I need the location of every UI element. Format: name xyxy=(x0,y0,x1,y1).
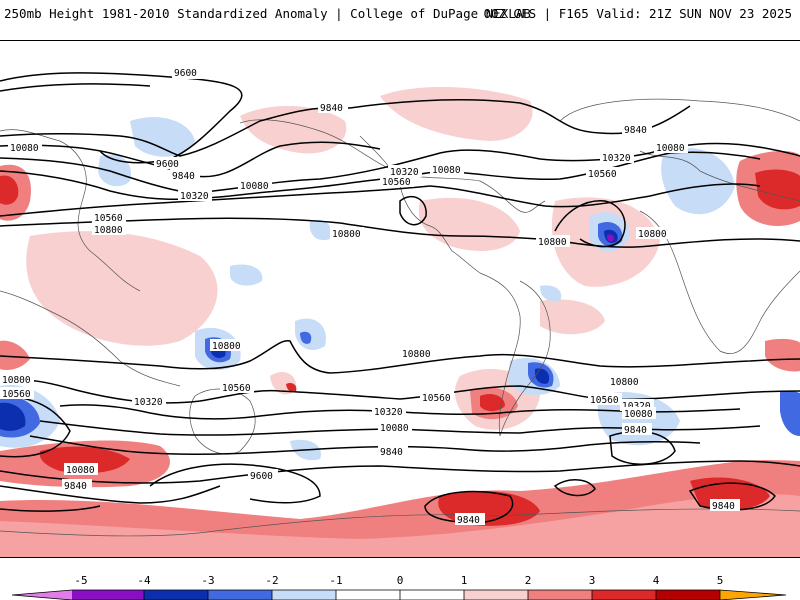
contour-label: 10800 xyxy=(538,237,567,248)
colorbar-segment-m3 xyxy=(144,590,208,600)
contour-label: 9840 xyxy=(457,515,480,526)
colorbar-segment-p5 xyxy=(720,590,786,600)
contour-label: 10320 xyxy=(602,153,631,164)
contour-label: 9840 xyxy=(172,171,195,182)
contour-label: 9840 xyxy=(380,447,403,458)
contour-label: 9840 xyxy=(624,425,647,436)
contour-label: 9600 xyxy=(156,159,179,170)
map-title: 250mb Height 1981-2010 Standardized Anom… xyxy=(4,6,531,21)
contour-label: 10560 xyxy=(94,213,123,224)
colorbar-tick-label: 3 xyxy=(589,574,596,587)
contour-label: 9600 xyxy=(250,471,273,482)
colorbar-segment-m5 xyxy=(12,590,72,600)
contour-label: 10560 xyxy=(422,393,451,404)
contour-label: 10560 xyxy=(382,177,411,188)
contour-label: 10320 xyxy=(180,191,209,202)
anomaly-colorbar: -5 -4 -3 -2 -1 0 1 2 3 4 5 xyxy=(11,574,787,600)
colorbar-tick-label: -3 xyxy=(201,574,214,587)
contour-label: 10800 xyxy=(638,229,667,240)
colorbar-segment-m2 xyxy=(208,590,272,600)
colorbar-ticks xyxy=(11,589,787,600)
contour-label: 10080 xyxy=(656,143,685,154)
colorbar-tick-label: -2 xyxy=(265,574,278,587)
contour-label: 10560 xyxy=(2,389,31,400)
colorbar-tick-label: 4 xyxy=(653,574,660,587)
contour-label: 10800 xyxy=(2,375,31,386)
colorbar-tick-label: -5 xyxy=(74,574,87,587)
colorbar-segment-m4 xyxy=(72,590,144,600)
colorbar-tick-label: 2 xyxy=(525,574,532,587)
contour-label: 9840 xyxy=(320,103,343,114)
contour-label: 10800 xyxy=(610,377,639,388)
contour-label: 10080 xyxy=(432,165,461,176)
contour-label: 10080 xyxy=(66,465,95,476)
contour-label: 10080 xyxy=(10,143,39,154)
contour-label: 10080 xyxy=(240,181,269,192)
contour-label: 10320 xyxy=(374,407,403,418)
contour-label: 10320 xyxy=(622,401,651,412)
map-canvas: 9600 9840 9840 10080 10080 9600 9840 100… xyxy=(0,67,800,557)
negative-anomaly-shading xyxy=(0,117,800,461)
contour-label: 10080 xyxy=(624,409,653,420)
colorbar-tick-label: -1 xyxy=(329,574,342,587)
model-run-label: 00Z GFS | F165 Valid: 21Z SUN NOV 23 202… xyxy=(483,6,792,21)
contour-label: 9840 xyxy=(64,481,87,492)
colorbar-segment-p4 xyxy=(656,590,720,600)
contour-labels: 9600 9840 9840 10080 10080 9600 9840 100… xyxy=(0,67,740,526)
contour-label: 10800 xyxy=(332,229,361,240)
contour-label: 10080 xyxy=(380,423,409,434)
contour-label: 10320 xyxy=(134,397,163,408)
contour-label: 9600 xyxy=(174,68,197,79)
contour-label: 10560 xyxy=(590,395,619,406)
contour-label: 10560 xyxy=(222,383,251,394)
colorbar-tick-label: -4 xyxy=(137,574,151,587)
colorbar-segment-p3 xyxy=(592,590,656,600)
colorbar-tick-label: 5 xyxy=(717,574,724,587)
colorbar-tick-label: 1 xyxy=(461,574,468,587)
anomaly-map: 9600 9840 9840 10080 10080 9600 9840 100… xyxy=(0,40,800,558)
colorbar-segment-p2 xyxy=(528,590,592,600)
colorbar-tick-label: 0 xyxy=(397,574,404,587)
contour-label: 10800 xyxy=(94,225,123,236)
colorbar-segment-p1 xyxy=(464,590,528,600)
contour-label: 10560 xyxy=(588,169,617,180)
colorbar-tick-labels: -5 -4 -3 -2 -1 0 1 2 3 4 5 xyxy=(74,574,723,587)
colorbar-segment-m1 xyxy=(272,590,336,600)
contour-label: 9840 xyxy=(712,501,735,512)
contour-label: 10800 xyxy=(212,341,241,352)
contour-label: 9840 xyxy=(624,125,647,136)
contour-label: 10320 xyxy=(390,167,419,178)
contour-label: 10800 xyxy=(402,349,431,360)
